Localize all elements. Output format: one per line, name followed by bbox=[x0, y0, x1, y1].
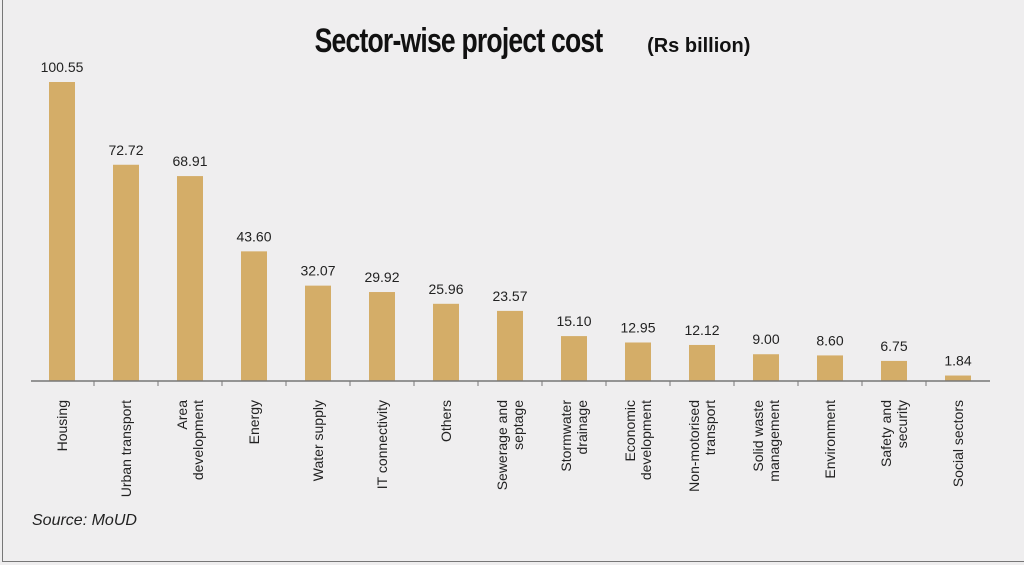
x-tick-label: Sewerage andseptage bbox=[494, 400, 526, 491]
x-tick-label: Stormwaterdrainage bbox=[558, 400, 590, 472]
x-tick-label-line: Urban transport bbox=[118, 400, 134, 497]
bar bbox=[945, 375, 971, 381]
chart-title: Sector-wise project cost (Rs billion) bbox=[0, 22, 1024, 61]
data-label: 23.57 bbox=[492, 288, 527, 304]
x-tick-label-line: development bbox=[190, 400, 206, 480]
data-label: 6.75 bbox=[880, 338, 907, 354]
x-tick-label-line: Sewerage and bbox=[494, 400, 510, 490]
bar bbox=[497, 310, 523, 381]
x-tick-label-line: Environment bbox=[822, 400, 838, 479]
x-tick-label-line: Water supply bbox=[310, 400, 326, 481]
bar bbox=[177, 176, 203, 381]
x-tick-label-line: Others bbox=[438, 400, 454, 442]
bar bbox=[369, 292, 395, 381]
data-label: 68.91 bbox=[172, 153, 207, 169]
x-tick-label-line: Energy bbox=[246, 400, 262, 444]
bar bbox=[753, 354, 779, 381]
data-label: 25.96 bbox=[428, 281, 463, 297]
x-tick-label-line: Safety and bbox=[878, 400, 894, 467]
source-note: Source: MoUD bbox=[32, 512, 137, 529]
x-tick-label-line: management bbox=[766, 400, 782, 482]
bar bbox=[49, 82, 75, 381]
data-label: 32.07 bbox=[300, 263, 335, 279]
x-tick-label: Housing bbox=[54, 400, 70, 451]
bar bbox=[305, 285, 331, 381]
x-tick-label-line: transport bbox=[702, 400, 718, 455]
x-tick-label-line: Solid waste bbox=[750, 400, 766, 472]
x-tick-label: Areadevelopment bbox=[174, 400, 206, 480]
bar bbox=[817, 355, 843, 381]
x-tick-label-line: septage bbox=[510, 400, 526, 450]
data-label: 100.55 bbox=[41, 59, 84, 75]
data-label: 12.95 bbox=[620, 319, 655, 335]
x-tick-label-line: Area bbox=[174, 400, 190, 430]
x-tick-label: IT connectivity bbox=[374, 400, 390, 489]
data-label: 29.92 bbox=[364, 269, 399, 285]
x-tick-label: Energy bbox=[246, 400, 262, 444]
x-tick-label-line: drainage bbox=[574, 400, 590, 455]
data-label: 72.72 bbox=[108, 142, 143, 158]
x-tick-label: Social sectors bbox=[950, 400, 966, 487]
data-label: 9.00 bbox=[752, 331, 779, 347]
x-tick-label-line: Economic bbox=[622, 400, 638, 461]
bar bbox=[241, 251, 267, 381]
x-tick-label-line: Stormwater bbox=[558, 400, 574, 472]
x-tick-label: Urban transport bbox=[118, 400, 134, 497]
bar bbox=[113, 164, 139, 381]
bar bbox=[881, 360, 907, 381]
x-tick-label: Solid wastemanagement bbox=[750, 400, 782, 482]
data-label: 15.10 bbox=[556, 313, 591, 329]
x-tick-label-line: IT connectivity bbox=[374, 400, 390, 489]
x-tick-label-line: Non-motorised bbox=[686, 400, 702, 492]
bar bbox=[689, 344, 715, 381]
x-tick-label-line: development bbox=[638, 400, 654, 480]
x-tick-label: Water supply bbox=[310, 400, 326, 481]
x-tick-label: Safety andsecurity bbox=[878, 400, 910, 467]
bar bbox=[561, 336, 587, 381]
x-tick-label: Others bbox=[438, 400, 454, 442]
x-tick-label: Economicdevelopment bbox=[622, 400, 654, 480]
x-tick-label-line: Housing bbox=[54, 400, 70, 451]
x-tick-label: Non-motorisedtransport bbox=[686, 400, 718, 492]
data-label: 12.12 bbox=[684, 322, 719, 338]
data-label: 1.84 bbox=[944, 353, 971, 369]
chart-title-unit: (Rs billion) bbox=[647, 35, 751, 57]
bar bbox=[433, 303, 459, 381]
x-tick-label-line: security bbox=[894, 400, 910, 448]
chart-title-text: Sector-wise project cost bbox=[314, 22, 603, 60]
x-tick-label-line: Social sectors bbox=[950, 400, 966, 487]
bar bbox=[625, 342, 651, 381]
x-tick-label: Environment bbox=[822, 400, 838, 479]
data-label: 43.60 bbox=[236, 228, 271, 244]
data-label: 8.60 bbox=[816, 332, 843, 348]
